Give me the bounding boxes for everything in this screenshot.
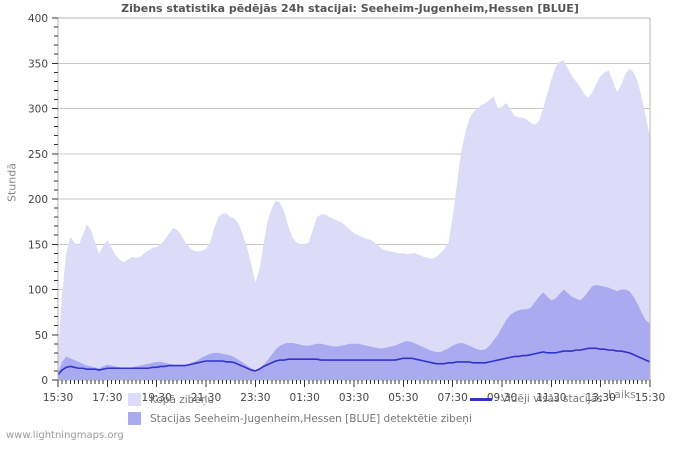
legend-item-average[interactable]: Vidēji visās stacijās xyxy=(470,393,603,405)
legend-item-total[interactable]: Kopā zibeņu xyxy=(128,393,214,406)
series-line-average xyxy=(58,347,650,376)
plot-area xyxy=(58,18,650,380)
x-tick-label: 07:30 xyxy=(438,392,468,404)
y-tick-label: 350 xyxy=(28,58,48,70)
page-title: Zibens statistika pēdējās 24h stacijai: … xyxy=(121,2,579,15)
legend-label-station: Stacijas Seeheim-Jugenheim,Hessen [BLUE]… xyxy=(150,412,472,425)
y-tick-label: 0 xyxy=(41,375,48,387)
y-tick-label: 50 xyxy=(35,330,48,342)
y-tick-label: 100 xyxy=(28,285,48,297)
legend-line-average-icon xyxy=(470,397,492,401)
legend-swatch-total-icon xyxy=(128,393,141,406)
y-tick-label: 250 xyxy=(28,149,48,161)
legend-item-station[interactable]: Stacijas Seeheim-Jugenheim,Hessen [BLUE]… xyxy=(128,412,472,425)
x-tick-label: 15:30 xyxy=(43,392,73,404)
x-tick-label: 17:30 xyxy=(92,392,122,404)
site-watermark: www.lightningmaps.org xyxy=(6,430,124,441)
y-axis-title: Stundā xyxy=(5,163,19,202)
legend-label-average: Vidēji visās stacijās xyxy=(501,393,603,405)
y-tick-label: 300 xyxy=(28,104,48,116)
x-axis-title: Laiks xyxy=(608,388,637,401)
legend-label-total: Kopā zibeņu xyxy=(150,393,215,406)
y-tick-label: 150 xyxy=(28,239,48,251)
x-tick-label: 23:30 xyxy=(240,392,270,404)
series-area-total xyxy=(58,60,650,380)
x-tick-label: 01:30 xyxy=(290,392,320,404)
legend-swatch-station-icon xyxy=(128,412,141,425)
y-tick-label: 200 xyxy=(28,194,48,206)
series-area-station xyxy=(58,284,650,380)
x-tick-label: 15:30 xyxy=(635,392,665,404)
x-tick-label: 05:30 xyxy=(388,392,418,404)
x-tick-label: 03:30 xyxy=(339,392,369,404)
